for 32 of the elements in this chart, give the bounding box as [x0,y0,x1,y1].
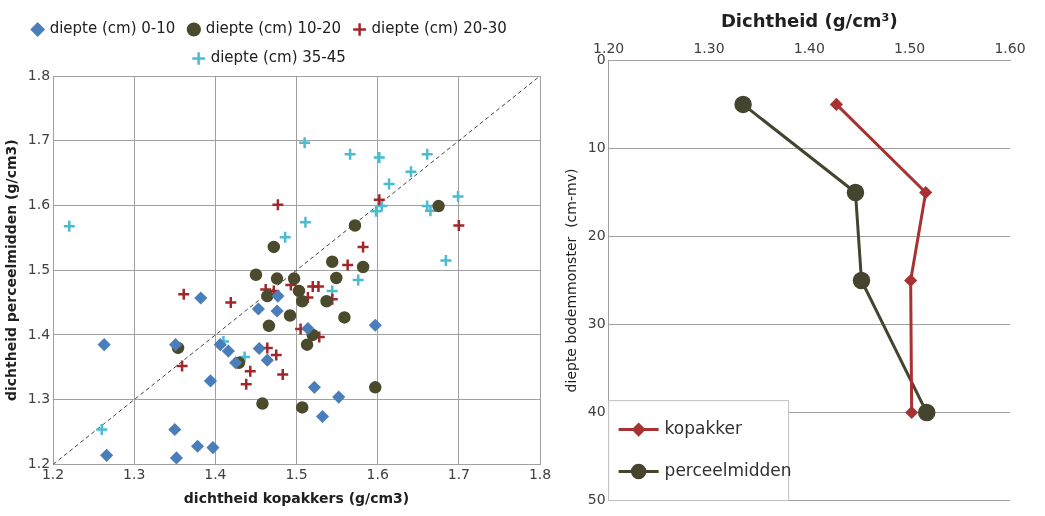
legend-label: diepte (cm) 35-45 [210,48,346,67]
y-tick-label: 1.7 [27,131,51,148]
y-tick-label: 40 [587,403,606,420]
y-tick-label: 1.6 [27,196,51,213]
legend-label: diepte (cm) 20-30 [371,19,507,38]
x-tick-label: 1.60 [994,39,1026,56]
legend-label: kopakker [664,418,743,439]
x-axis-title: Dichtheid (g/cm³) [720,10,898,32]
legend-label: perceelmidden [664,460,792,481]
x-tick-label: 1.6 [366,466,389,483]
x-tick-label: 1.30 [693,39,725,56]
y-tick-label: 10 [587,139,606,156]
y-axis-title: diepte bodemmonster (cm-mv) [563,168,580,393]
x-tick-label: 1.5 [285,466,308,483]
y-tick-label: 1.8 [27,66,51,83]
y-tick-label: 1.4 [27,325,51,342]
y-tick-label: 0 [596,51,606,68]
x-tick-label: 1.3 [123,466,146,483]
y-tick-label: 1.3 [27,390,51,407]
y-tick-label: 50 [587,491,606,508]
x-tick-label: 1.50 [894,39,926,56]
y-axis-title: dichtheid perceelmidden (g/cm3) [3,139,20,402]
y-tick-label: 20 [587,227,606,244]
x-tick-label: 1.8 [528,466,552,483]
x-tick-label: 1.40 [793,39,825,56]
legend-label: diepte (cm) 0-10 [49,19,176,38]
x-axis-title: dichtheid kopakkers (g/cm3) [183,490,410,507]
x-tick-label: 1.4 [204,466,227,483]
y-tick-label: 30 [587,315,606,332]
x-tick-label: 1.7 [447,466,470,483]
y-tick-label: 1.5 [27,260,51,277]
legend-label: diepte (cm) 10-20 [205,19,342,38]
